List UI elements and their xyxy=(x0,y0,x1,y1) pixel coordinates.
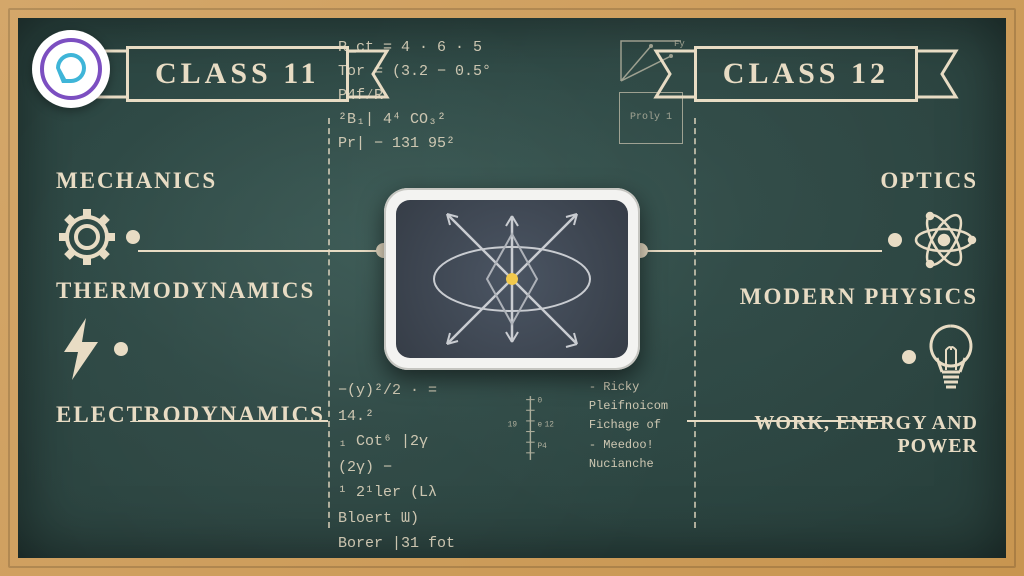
class-11-topics: MECHANICS THERMODYNAMICS xyxy=(56,168,336,430)
center-tablet xyxy=(384,188,640,370)
connector-node xyxy=(902,350,916,364)
connector-line xyxy=(138,250,383,252)
connector-node xyxy=(126,230,140,244)
class-11-label: CLASS 11 xyxy=(126,46,349,102)
ribbon-tail-right-icon xyxy=(918,47,962,101)
vector-sketch-icon: Fy xyxy=(616,36,686,86)
connector-node xyxy=(114,342,128,356)
svg-text:12: 12 xyxy=(545,422,555,430)
topic-modern-physics: MODERN PHYSICS xyxy=(740,284,978,310)
scale-sketch-icon: 0 19 e 12 P4 xyxy=(502,378,559,478)
chalkboard-frame: CLASS 11 CLASS 12 R_ct = 4 · 6 · 5 Tor =… xyxy=(0,0,1024,576)
topic-electrodynamics: ELECTRODYNAMICS xyxy=(56,402,336,428)
svg-text:e: e xyxy=(538,422,543,430)
tablet-screen xyxy=(396,200,628,358)
lightning-icon xyxy=(56,316,106,382)
divider-right xyxy=(694,118,696,528)
formula-line: R_ct = 4 · 6 · 5 xyxy=(338,36,491,60)
connector-line xyxy=(138,420,328,422)
formula-line: −(y)²/2 · = 14.² xyxy=(338,378,472,429)
svg-text:0: 0 xyxy=(538,397,543,405)
class-12-label: CLASS 12 xyxy=(694,46,918,102)
class-12-topics: OPTICS MODERN PHYSICS xyxy=(698,168,978,460)
speech-bubble-ring-icon xyxy=(40,38,102,100)
orbit-arrows-icon xyxy=(407,204,617,354)
formula-line: - Meedoo! Nucianche xyxy=(589,436,686,474)
formula-line: Tor = (3.2 − 0.5° xyxy=(338,60,491,84)
formula-line: Borer |31 fot +1.367| xyxy=(338,531,472,558)
class-12-banner: CLASS 12 xyxy=(650,46,962,102)
topic-mechanics: MECHANICS xyxy=(56,168,336,194)
chalkboard: CLASS 11 CLASS 12 R_ct = 4 · 6 · 5 Tor =… xyxy=(18,18,1006,558)
connector-node xyxy=(888,233,902,247)
formula-line: - Ricky Pleifnoicom xyxy=(589,378,686,416)
svg-text:P4: P4 xyxy=(538,443,548,451)
formula-line: Fichage of xyxy=(589,416,686,435)
connector-line xyxy=(687,420,882,422)
lightbulb-icon xyxy=(924,322,978,392)
gear-icon xyxy=(56,206,118,268)
topic-work-energy-power: WORK, ENERGY AND POWER xyxy=(698,412,978,458)
formula-line: ¹ 2¹ler (Lλ Bloert Ɯ) xyxy=(338,480,472,531)
app-logo xyxy=(32,30,110,108)
topic-optics: OPTICS xyxy=(880,168,978,194)
formula-line: Pr| − 131 95² xyxy=(338,132,491,156)
top-formulas: R_ct = 4 · 6 · 5 Tor = (3.2 − 0.5° P4f⁄R… xyxy=(338,36,686,156)
svg-text:Fy: Fy xyxy=(674,39,685,49)
formula-line: ₁ Cot⁶ |2γ (2γ) − xyxy=(338,429,472,480)
svg-text:19: 19 xyxy=(508,422,518,430)
formula-line: P4f⁄R xyxy=(338,84,491,108)
bottom-formulas: −(y)²/2 · = 14.² ₁ Cot⁶ |2γ (2γ) − ¹ 2¹l… xyxy=(338,378,686,558)
formula-line: ²B₁| 4⁴ CO₃² xyxy=(338,108,491,132)
topic-thermodynamics: THERMODYNAMICS xyxy=(56,278,336,304)
atom-icon xyxy=(910,206,978,274)
connector-line xyxy=(642,250,882,252)
sketch-box: Proly 1 xyxy=(619,92,683,144)
